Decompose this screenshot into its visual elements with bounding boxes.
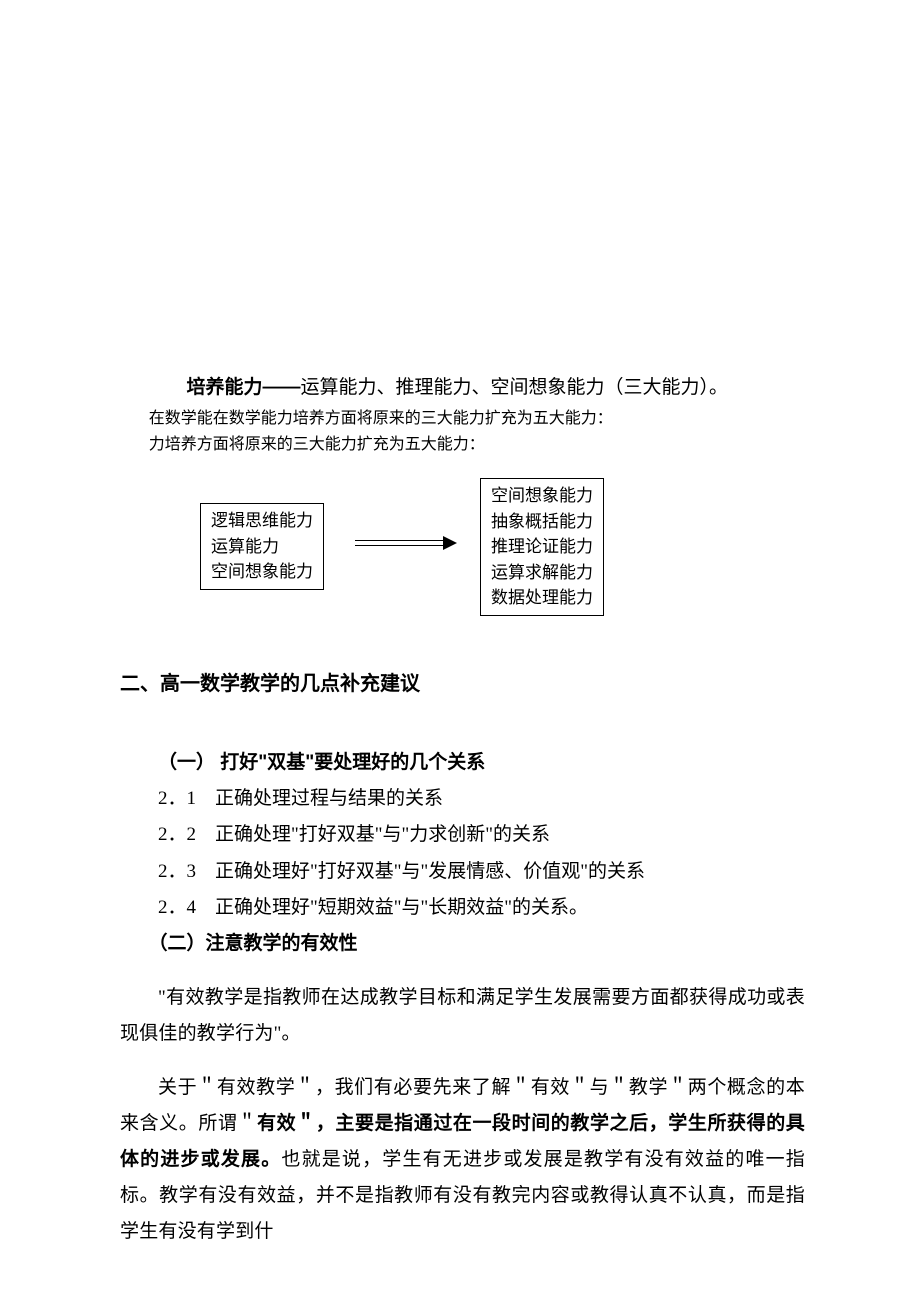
right-box-line: 推理论证能力 bbox=[491, 534, 593, 560]
right-box-line: 抽象概括能力 bbox=[491, 509, 593, 535]
heading-2: 二、高一数学教学的几点补充建议 bbox=[120, 665, 805, 703]
right-box-line: 空间想象能力 bbox=[491, 483, 593, 509]
left-box-line: 空间想象能力 bbox=[211, 559, 313, 585]
section-b-p2: 关于＂有效教学＂，我们有必要先来了解＂有效＂与＂教学＂两个概念的本来含义。所谓＂… bbox=[120, 1070, 805, 1250]
left-box-line: 逻辑思维能力 bbox=[211, 508, 313, 534]
page-content: 培养能力——运算能力、推理能力、空间想象能力（三大能力）。 在数学能在数学能力培… bbox=[0, 0, 920, 1251]
intro-sub1: 在数学能在数学能力培养方面将原来的三大能力扩充为五大能力： bbox=[120, 406, 805, 432]
ability-diagram: 逻辑思维能力 运算能力 空间想象能力 空间想象能力 抽象概括能力 推理论证能力 … bbox=[120, 475, 805, 625]
arrow-icon bbox=[355, 538, 460, 548]
section-a-item: 2．2 正确处理"打好双基"与"力求创新"的关系 bbox=[120, 817, 805, 853]
intro-lead-rest: 运算能力、推理能力、空间想象能力（三大能力）。 bbox=[301, 377, 729, 398]
section-a-item: 2．1 正确处理过程与结果的关系 bbox=[120, 781, 805, 817]
left-box-line: 运算能力 bbox=[211, 534, 313, 560]
right-box-line: 数据处理能力 bbox=[491, 585, 593, 611]
intro-sub2: 力培养方面将原来的三大能力扩充为五大能力： bbox=[120, 432, 805, 458]
section-a-title: （一） 打好"双基"要处理好的几个关系 bbox=[120, 745, 805, 781]
section-a-item: 2．4 正确处理好"短期效益"与"长期效益"的关系。 bbox=[120, 890, 805, 926]
right-box-line: 运算求解能力 bbox=[491, 560, 593, 586]
intro-lead-bold: 培养能力—— bbox=[187, 377, 301, 398]
section-a-item: 2．3 正确处理好"打好双基"与"发展情感、价值观"的关系 bbox=[120, 854, 805, 890]
section-b-title: （二）注意教学的有效性 bbox=[120, 926, 805, 962]
section-b-p1: "有效教学是指教师在达成教学目标和满足学生发展需要方面都获得成功或表现俱佳的教学… bbox=[120, 980, 805, 1052]
intro-lead: 培养能力——运算能力、推理能力、空间想象能力（三大能力）。 bbox=[120, 370, 805, 406]
diagram-right-box: 空间想象能力 抽象概括能力 推理论证能力 运算求解能力 数据处理能力 bbox=[480, 478, 604, 616]
diagram-left-box: 逻辑思维能力 运算能力 空间想象能力 bbox=[200, 503, 324, 590]
